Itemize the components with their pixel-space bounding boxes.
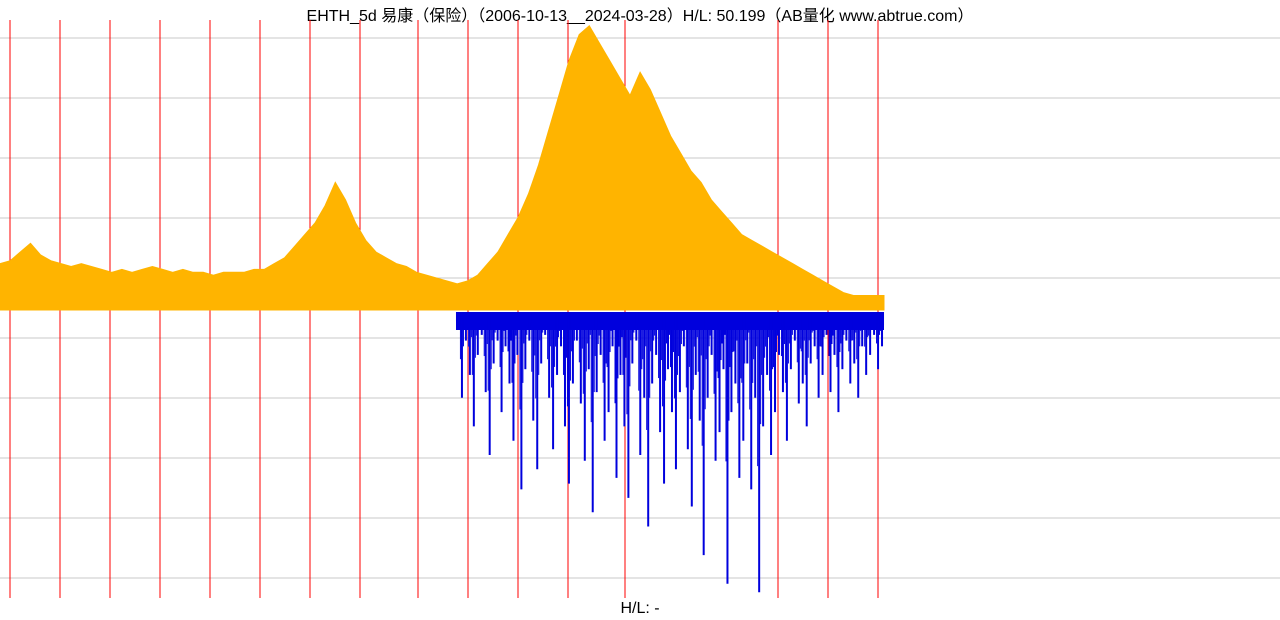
chart-container: EHTH_5d 易康（保险）（2006-10-13__2024-03-28）H/… [0, 0, 1280, 620]
chart-footer: H/L: - [0, 600, 1280, 618]
chart-svg [0, 0, 1280, 620]
